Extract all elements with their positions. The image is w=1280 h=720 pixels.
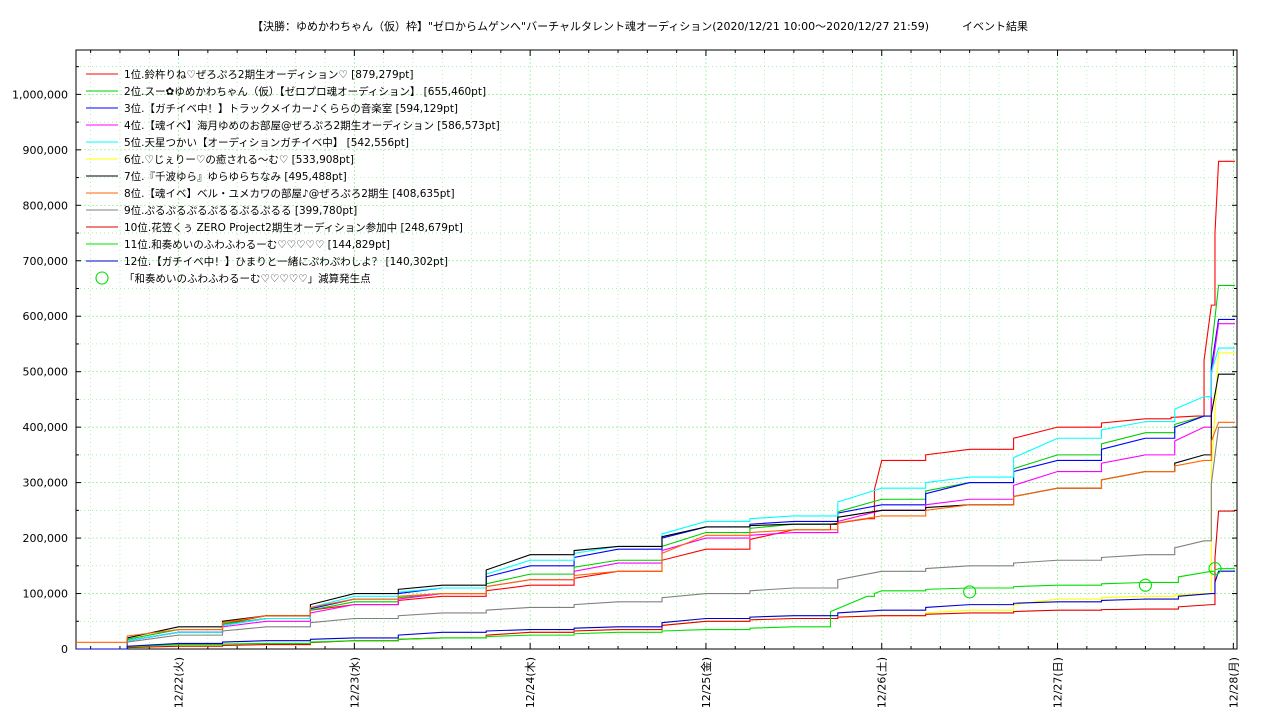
legend: 1位.鈴杵りね♡ぜろぷろ2期生オーディション♡ [879,279pt] 2位.スー…: [86, 68, 500, 285]
y-tick-label: 800,000: [23, 199, 69, 212]
series-line-1: [76, 160, 1235, 650]
subtraction-marker: [963, 585, 977, 599]
subtraction-marker: [1138, 578, 1152, 592]
legend-entry: 11位.和奏めいのふわふわるーむ♡♡♡♡♡ [144,829pt]: [124, 238, 390, 251]
legend-entry: 3位.【ガチイベ中！】トラックメイカー♪くららの音楽室 [594,129pt]: [124, 102, 458, 115]
series-line-11: [76, 568, 1235, 650]
x-axis: 12/22(火) 12/23(水) 12/24(木) 12/25(金) 12/26(土)…: [90, 50, 1240, 708]
series-line-6: [76, 352, 1235, 650]
legend-marker-swatch: [95, 271, 109, 285]
legend-entry: 5位.天星つかい【オーディションガチイベ中】 [542,556pt]: [124, 136, 409, 149]
x-tick-label: 12/25(金): [699, 657, 713, 708]
legend-entry: 8位.【魂イベ】ベル・ユメカワの部屋♪@ぜろぷろ2期生 [408,635pt]: [124, 187, 455, 200]
legend-marker-entry: 「和奏めいのふわふわるーむ♡♡♡♡♡」減算発生点: [124, 272, 371, 285]
x-tick-label: 12/27(日): [1052, 657, 1065, 708]
y-tick-label: 500,000: [23, 366, 69, 379]
series-line-7: [76, 373, 1235, 650]
y-tick-label: 400,000: [23, 421, 69, 434]
x-tick-label: 12/26(土): [876, 657, 889, 708]
chart-title: 【決勝：ゆめかわちゃん（仮）枠】"ゼロからムゲンへ"バーチャルタレント魂オーディ…: [251, 20, 1028, 33]
y-tick-label: 1,000,000: [12, 88, 68, 101]
plot-frame: [75, 49, 1238, 650]
y-tick-label: 300,000: [23, 477, 69, 490]
y-tick-label: 900,000: [23, 144, 69, 157]
legend-entry: 6位.♡じぇりー♡の癒される〜む♡ [533,908pt]: [124, 153, 354, 166]
legend-entry: 10位.花笠くぅ ZERO Project2期生オーディション参加中 [248,…: [124, 221, 463, 234]
y-axis: 0 100,000 200,000 300,000 400,000 500,000 600,…: [12, 66, 1237, 656]
series-line-10: [76, 510, 1235, 650]
legend-entry: 7位.『千波ゆら』ゆらゆらちなみ [495,488pt]: [124, 170, 347, 183]
legend-entry: 2位.スー✿ゆめかわちゃん（仮）【ゼロプロ魂オーディション】 [655,460p…: [124, 85, 486, 98]
y-tick-label: 700,000: [23, 255, 69, 268]
subtraction-marker: [1208, 562, 1222, 576]
x-tick-label: 12/28(月): [1227, 657, 1240, 708]
series-line-5: [76, 347, 1235, 650]
series-line-4: [76, 323, 1235, 650]
x-tick-label: 12/23(水): [348, 657, 361, 708]
legend-entry: 4位.【魂イベ】海月ゆめのお部屋@ぜろぷろ2期生オーディション [586,573…: [124, 119, 500, 132]
grid-lines: [76, 50, 1237, 650]
x-tick-label: 12/22(火): [173, 657, 186, 708]
legend-entry: 12位.【ガチイベ中！】ひまりと一緒にぷわぷわしよ？ [140,302pt]: [124, 255, 448, 268]
legend-entry: 1位.鈴杵りね♡ぜろぷろ2期生オーディション♡ [879,279pt]: [124, 68, 414, 81]
y-tick-label: 200,000: [23, 532, 69, 545]
y-tick-label: 0: [61, 643, 68, 656]
y-tick-label: 100,000: [23, 588, 69, 601]
series-line-8: [76, 421, 1235, 643]
subtraction-markers: [963, 562, 1222, 599]
series-line-2: [76, 284, 1235, 650]
series-lines: [76, 160, 1235, 650]
y-tick-label: 600,000: [23, 310, 69, 323]
legend-entry: 9位.ぷるぷるぷるぷるるぷるぷるる [399,780pt]: [124, 204, 357, 217]
series-line-12: [76, 570, 1235, 650]
x-tick-label: 12/24(木): [524, 657, 537, 708]
series-line-9: [76, 426, 1235, 650]
